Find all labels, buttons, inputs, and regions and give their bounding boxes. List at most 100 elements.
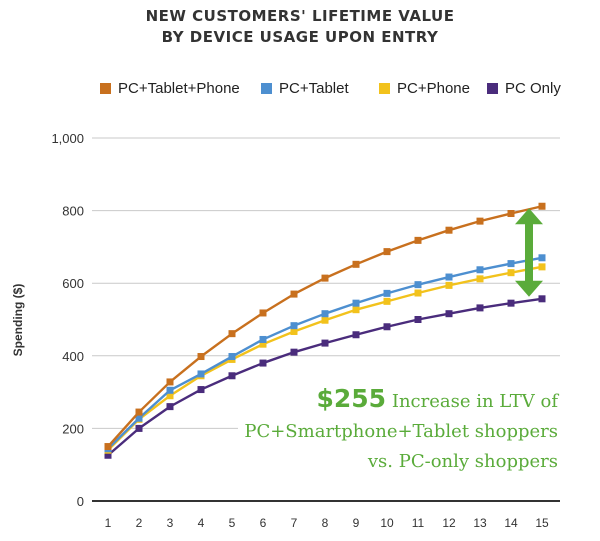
x-tick-label: 15 <box>535 516 549 530</box>
legend-label: PC Only <box>505 80 561 97</box>
data-point <box>104 451 112 459</box>
data-point <box>166 403 174 411</box>
x-tick-label: 2 <box>136 516 143 530</box>
legend-item: PC+Tablet+Phone <box>100 80 240 97</box>
x-tick-label: 10 <box>380 516 394 530</box>
legend-swatch <box>100 83 111 94</box>
legend-swatch <box>261 83 272 94</box>
data-point <box>383 289 391 297</box>
callout-mask <box>238 388 568 484</box>
x-tick-label: 3 <box>167 516 174 530</box>
legend-label: PC+Tablet <box>279 80 349 97</box>
legend: PC+Tablet+Phone PC+Tablet PC+Phone PC Only <box>0 80 600 102</box>
data-point <box>507 210 515 218</box>
data-point <box>228 353 236 361</box>
data-point <box>197 386 205 394</box>
data-point <box>476 217 484 225</box>
data-point <box>414 316 422 323</box>
data-point <box>321 310 329 318</box>
arrow-head-down <box>515 280 543 297</box>
data-point <box>135 408 143 416</box>
data-point <box>104 443 112 451</box>
x-tick-label: 9 <box>353 516 360 530</box>
legend-swatch <box>379 83 390 94</box>
data-point <box>476 304 484 312</box>
data-point <box>290 348 298 356</box>
data-point <box>445 281 453 289</box>
x-tick-label: 8 <box>322 516 329 530</box>
callout-highlight: $255 <box>316 384 387 413</box>
x-tick-label: 14 <box>504 516 518 530</box>
x-tick-label: 4 <box>198 516 205 530</box>
data-point <box>259 309 267 317</box>
data-point <box>321 274 329 282</box>
data-point <box>259 340 267 348</box>
data-point <box>414 236 422 244</box>
arrow-head-up <box>515 208 543 225</box>
data-point <box>321 316 329 324</box>
chart-title-line1: NEW CUSTOMERS' LIFETIME VALUE <box>145 7 455 25</box>
x-tick-label: 5 <box>229 516 236 530</box>
data-point <box>538 263 546 271</box>
data-point <box>383 248 391 256</box>
data-point <box>166 392 174 400</box>
legend-label: PC+Tablet+Phone <box>118 80 240 97</box>
chart-title: NEW CUSTOMERS' LIFETIME VALUE BY DEVICE … <box>0 6 600 48</box>
data-point <box>259 359 267 367</box>
y-tick-label: 200 <box>62 421 84 436</box>
legend-item: PC+Phone <box>379 80 470 97</box>
data-point <box>383 297 391 305</box>
x-tick-label: 12 <box>442 516 456 530</box>
data-point <box>166 378 174 386</box>
data-point <box>259 335 267 343</box>
legend-swatch <box>487 83 498 94</box>
y-tick-label: 800 <box>62 204 84 219</box>
data-point <box>507 269 515 277</box>
x-tick-label: 7 <box>291 516 298 530</box>
data-point <box>445 310 453 318</box>
data-point <box>445 273 453 281</box>
data-point <box>290 290 298 298</box>
data-point <box>352 260 360 268</box>
y-tick-label: 600 <box>62 276 84 291</box>
callout-line2: PC+Smartphone+Tablet shoppers <box>244 421 558 442</box>
x-tick-label: 13 <box>473 516 487 530</box>
data-point <box>352 331 360 339</box>
legend-item: PC+Tablet <box>261 80 349 97</box>
data-point <box>228 330 236 338</box>
data-point <box>476 266 484 274</box>
y-axis-label: Spending ($) <box>11 283 25 357</box>
data-point <box>476 275 484 283</box>
data-point <box>228 372 236 380</box>
x-tick-label: 1 <box>105 516 112 530</box>
data-point <box>197 370 205 378</box>
y-tick-label: 400 <box>62 349 84 364</box>
callout-line1-text: Increase in LTV of <box>391 391 558 412</box>
data-point <box>538 202 546 210</box>
data-point <box>321 339 329 347</box>
data-point <box>507 299 515 307</box>
data-point <box>290 322 298 330</box>
data-point <box>352 299 360 307</box>
data-point <box>538 295 546 303</box>
y-tick-label: 0 <box>77 494 84 509</box>
data-point <box>135 414 143 422</box>
data-point <box>290 327 298 335</box>
x-tick-label: 6 <box>260 516 267 530</box>
arrow-shaft <box>525 222 533 283</box>
data-point <box>414 281 422 289</box>
legend-item: PC Only <box>487 80 561 97</box>
data-point <box>135 424 143 432</box>
callout-line3: vs. PC-only shoppers <box>367 451 558 472</box>
data-point <box>166 386 174 394</box>
data-point <box>445 226 453 234</box>
chart-title-line2: BY DEVICE USAGE UPON ENTRY <box>161 28 439 46</box>
data-point <box>414 289 422 297</box>
y-tick-label: 1,000 <box>51 131 84 146</box>
data-point <box>383 323 391 331</box>
legend-label: PC+Phone <box>397 80 470 97</box>
ltv-callout: $255 Increase in LTV of PC+Smartphone+Ta… <box>240 384 558 477</box>
data-point <box>197 353 205 361</box>
data-point <box>538 254 546 262</box>
